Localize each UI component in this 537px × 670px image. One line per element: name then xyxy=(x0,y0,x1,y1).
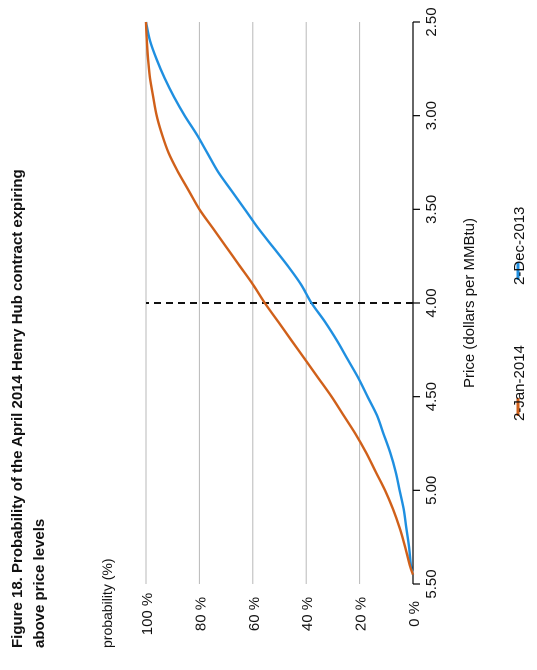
x-tick-label: 4.00 xyxy=(423,288,440,317)
legend-label-0: 2-Dec-2013 xyxy=(511,207,528,285)
series-line-0 xyxy=(144,21,415,575)
y-tick-label: 80 % xyxy=(192,597,209,631)
chart-title-line: above price levels xyxy=(31,519,48,648)
y-axis-label: probability (%) xyxy=(99,559,115,648)
y-axis-label-group: probability (%) xyxy=(99,559,115,648)
legend-label-1: 2-Jan-2014 xyxy=(511,345,528,421)
legend: 2-Dec-2013 2-Jan-2014 xyxy=(511,207,528,421)
y-tick-label: 20 % xyxy=(353,597,370,631)
y-tick-label: 0 % xyxy=(406,601,423,627)
x-tick-label: 5.50 xyxy=(423,569,440,598)
x-tick-label: 2.50 xyxy=(423,7,440,36)
x-tick-label: 3.00 xyxy=(423,101,440,130)
x-tick-label: 5.00 xyxy=(423,476,440,505)
x-axis-label: Price (dollars per MMBtu) xyxy=(461,218,478,388)
x-tick-label: 3.50 xyxy=(423,195,440,224)
y-tick-label: 40 % xyxy=(299,597,316,631)
x-tick-label: 4.50 xyxy=(423,382,440,411)
x-axis-group xyxy=(413,21,420,585)
chart-title-group: Figure 18. Probability of the April 2014… xyxy=(9,169,48,648)
y-tick-label: 60 % xyxy=(246,597,263,631)
y-tick-labels: 0 % 20 % 40 % 60 % 80 % 100 % xyxy=(139,593,423,636)
series-group xyxy=(144,21,415,575)
x-axis-label-group: Price (dollars per MMBtu) xyxy=(461,218,478,388)
x-tick-labels: 2.50 3.00 3.50 4.00 4.50 5.00 5.50 xyxy=(423,7,440,598)
chart-title-line: Figure 18. Probability of the April 2014… xyxy=(9,169,26,648)
y-tick-label: 100 % xyxy=(139,593,156,636)
series-line-1 xyxy=(144,21,415,575)
